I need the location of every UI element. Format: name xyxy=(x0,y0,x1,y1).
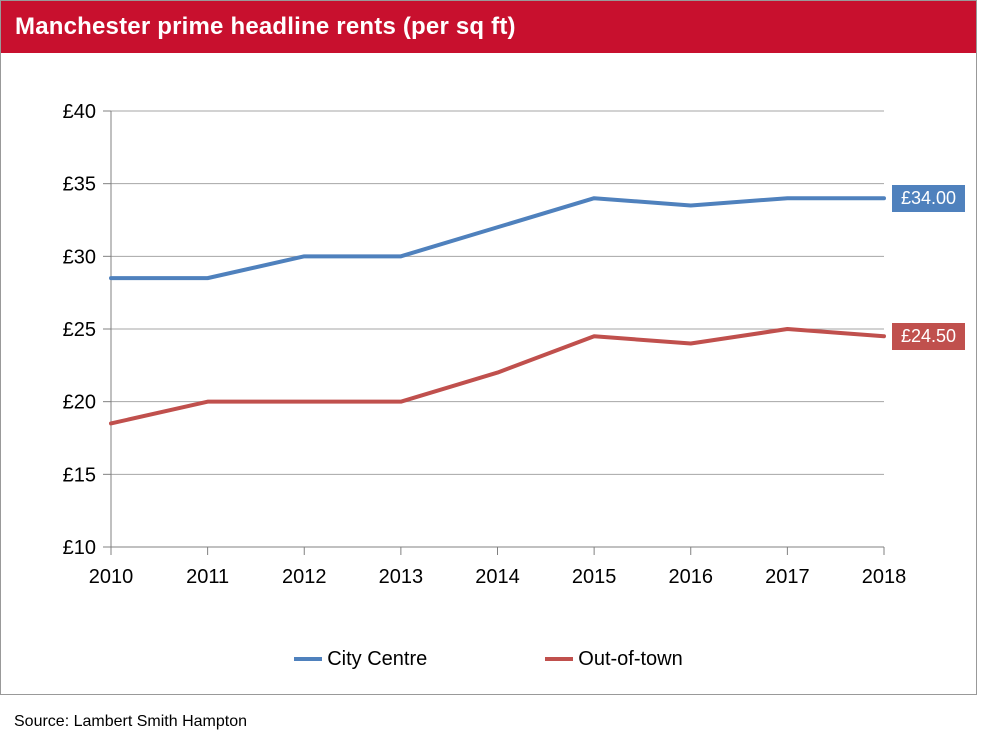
x-tick-label: 2015 xyxy=(572,566,617,588)
series-end-label-out-of-town: £24.50 xyxy=(892,323,966,350)
y-tick-label: £15 xyxy=(63,464,96,486)
series-end-label-city-centre: £34.00 xyxy=(892,185,966,212)
y-tick-label: £10 xyxy=(63,537,96,559)
y-tick-label: £25 xyxy=(63,319,96,341)
y-tick-label: £35 xyxy=(63,174,96,196)
legend-label: Out-of-town xyxy=(578,647,683,670)
chart-header: Manchester prime headline rents (per sq … xyxy=(1,1,976,53)
legend-label: City Centre xyxy=(327,647,428,670)
legend-entry-out-of-town: Out-of-town xyxy=(545,647,683,671)
x-tick-label: 2012 xyxy=(282,566,327,588)
source-text: Source: Lambert Smith Hampton xyxy=(14,713,247,730)
x-tick-label: 2010 xyxy=(89,566,134,588)
x-tick-label: 2014 xyxy=(475,566,520,588)
chart-container: Manchester prime headline rents (per sq … xyxy=(0,0,977,695)
y-tick-label: £20 xyxy=(63,392,96,414)
series-line-city-centre xyxy=(109,196,886,281)
chart-legend: City Centre Out-of-town xyxy=(1,641,976,677)
x-tick-label: 2011 xyxy=(186,566,229,588)
x-tick-label: 2013 xyxy=(379,566,424,588)
series-line-out-of-town xyxy=(109,327,886,426)
y-tick-label: £30 xyxy=(63,246,96,268)
x-tick-label: 2018 xyxy=(862,566,907,588)
source-row: Source: Lambert Smith Hampton xyxy=(0,694,981,750)
chart-title: Manchester prime headline rents (per sq … xyxy=(15,13,516,40)
x-tick-label: 2016 xyxy=(669,566,714,588)
y-tick-label: £40 xyxy=(63,101,96,123)
line-chart-canvas: £40 £35 £30 £25 £20 £15 £10 2010 2011 2012 2013 201… xyxy=(63,101,907,588)
legend-line-marker-red xyxy=(545,657,574,661)
legend-line-marker-blue xyxy=(294,657,323,661)
x-tick-label: 2017 xyxy=(765,566,810,588)
legend-entry-city-centre: City Centre xyxy=(294,648,427,671)
